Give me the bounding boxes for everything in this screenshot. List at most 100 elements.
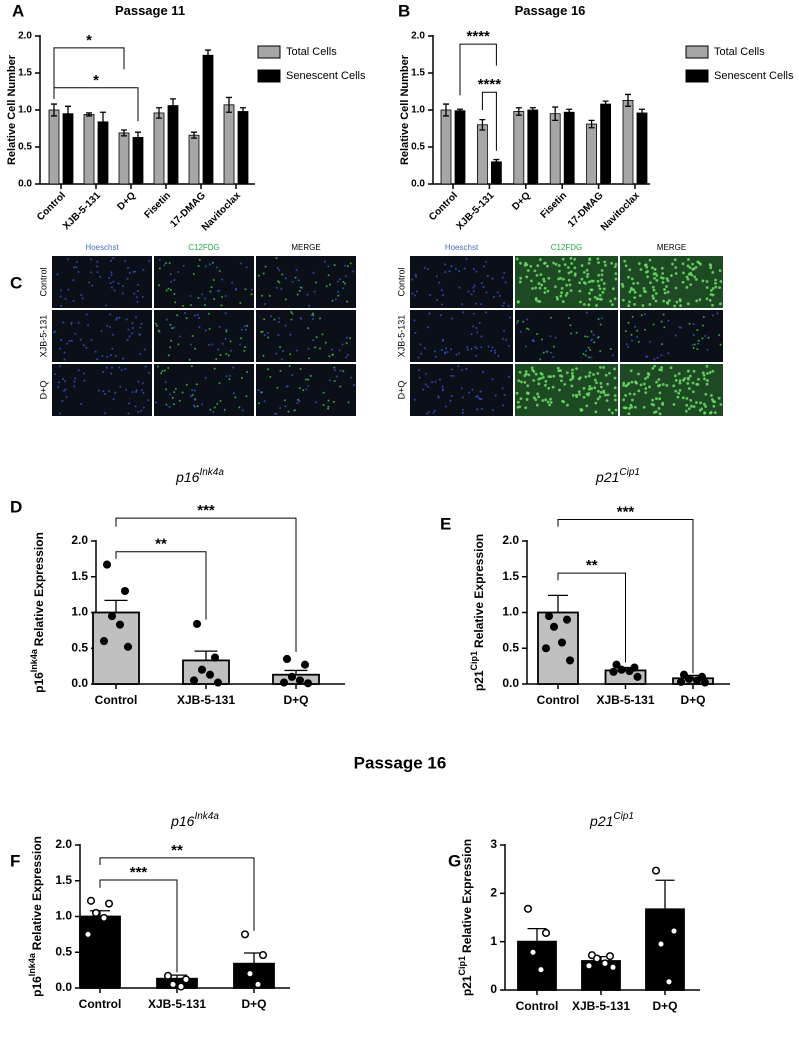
error-bar <box>457 108 463 113</box>
cell <box>606 382 609 386</box>
cell <box>428 410 431 413</box>
y-tick-label: 2.0 <box>71 533 88 547</box>
cell <box>165 289 168 292</box>
cell <box>156 365 159 368</box>
cell <box>502 404 505 407</box>
cell <box>485 311 488 314</box>
cell <box>435 275 438 278</box>
cell <box>96 265 99 268</box>
cell <box>588 291 591 295</box>
cell <box>470 293 473 296</box>
title-text: p16 <box>175 469 200 485</box>
cell <box>112 257 115 260</box>
legend-swatch <box>257 45 281 59</box>
cell <box>475 347 478 350</box>
cell <box>454 268 457 271</box>
error-bar <box>548 594 568 613</box>
y-tick-label: 1.5 <box>71 569 88 583</box>
error-bar <box>86 112 92 117</box>
cell <box>216 402 219 405</box>
cell <box>683 377 687 380</box>
cell <box>440 303 443 306</box>
cell <box>646 375 650 379</box>
cell <box>599 381 603 385</box>
cell <box>561 300 565 303</box>
data-point <box>189 676 199 685</box>
cell <box>480 335 483 338</box>
cell <box>570 262 573 265</box>
cell <box>164 262 167 265</box>
micrograph <box>515 310 618 362</box>
data-point <box>700 678 710 687</box>
legend-label: Total Cells <box>714 46 765 58</box>
cell <box>648 303 652 306</box>
cell <box>250 288 253 291</box>
y-tick-label: 0.0 <box>411 179 425 190</box>
cell <box>602 282 606 285</box>
bar <box>188 134 200 185</box>
data-point <box>86 896 96 905</box>
cell <box>675 300 679 304</box>
error-bar <box>566 108 573 116</box>
cell <box>245 395 248 398</box>
cell <box>269 375 272 378</box>
cell <box>85 313 88 316</box>
cell <box>59 289 62 292</box>
cell <box>697 377 700 381</box>
cell <box>171 396 174 399</box>
bar <box>132 136 144 185</box>
y-tick-label: 0.5 <box>71 640 88 654</box>
cell <box>470 333 473 336</box>
cell <box>550 316 553 319</box>
cell <box>624 330 627 333</box>
cell <box>413 398 416 401</box>
cell <box>516 320 519 323</box>
cell <box>96 271 99 274</box>
cell <box>327 274 330 277</box>
cell <box>339 278 342 281</box>
cell <box>624 384 628 388</box>
cell <box>105 304 108 307</box>
cell <box>697 339 700 342</box>
cell <box>217 348 220 351</box>
bar <box>636 112 648 185</box>
cell <box>594 401 598 405</box>
cell <box>584 375 588 379</box>
cell <box>578 289 582 293</box>
cell <box>342 280 345 283</box>
cell <box>94 350 97 353</box>
data-point <box>83 930 93 939</box>
cell <box>89 258 92 261</box>
cell <box>676 395 680 399</box>
cell <box>345 356 348 359</box>
cell <box>66 342 69 345</box>
cell <box>613 398 617 402</box>
data-point <box>245 969 255 978</box>
cell <box>466 348 469 351</box>
cell <box>415 275 418 278</box>
cell <box>663 326 666 329</box>
cell <box>554 285 557 289</box>
cell <box>173 391 176 394</box>
cell <box>109 354 112 357</box>
cell <box>661 276 665 280</box>
cell <box>131 391 134 394</box>
cell <box>559 294 563 298</box>
condition-label: XJB-5-131 <box>38 315 48 358</box>
cell <box>304 378 307 381</box>
cell <box>426 385 429 388</box>
cell <box>518 280 522 284</box>
x-tick-label: Control <box>516 999 559 1013</box>
cell <box>719 279 723 283</box>
cell <box>593 378 597 382</box>
cell <box>700 407 704 411</box>
cell <box>587 392 591 395</box>
cell <box>137 380 140 383</box>
cell <box>611 303 614 307</box>
cell <box>634 325 637 328</box>
cell <box>695 401 698 404</box>
cell <box>350 376 353 379</box>
data-point <box>192 619 202 628</box>
cell <box>53 373 56 376</box>
cell <box>503 393 506 396</box>
